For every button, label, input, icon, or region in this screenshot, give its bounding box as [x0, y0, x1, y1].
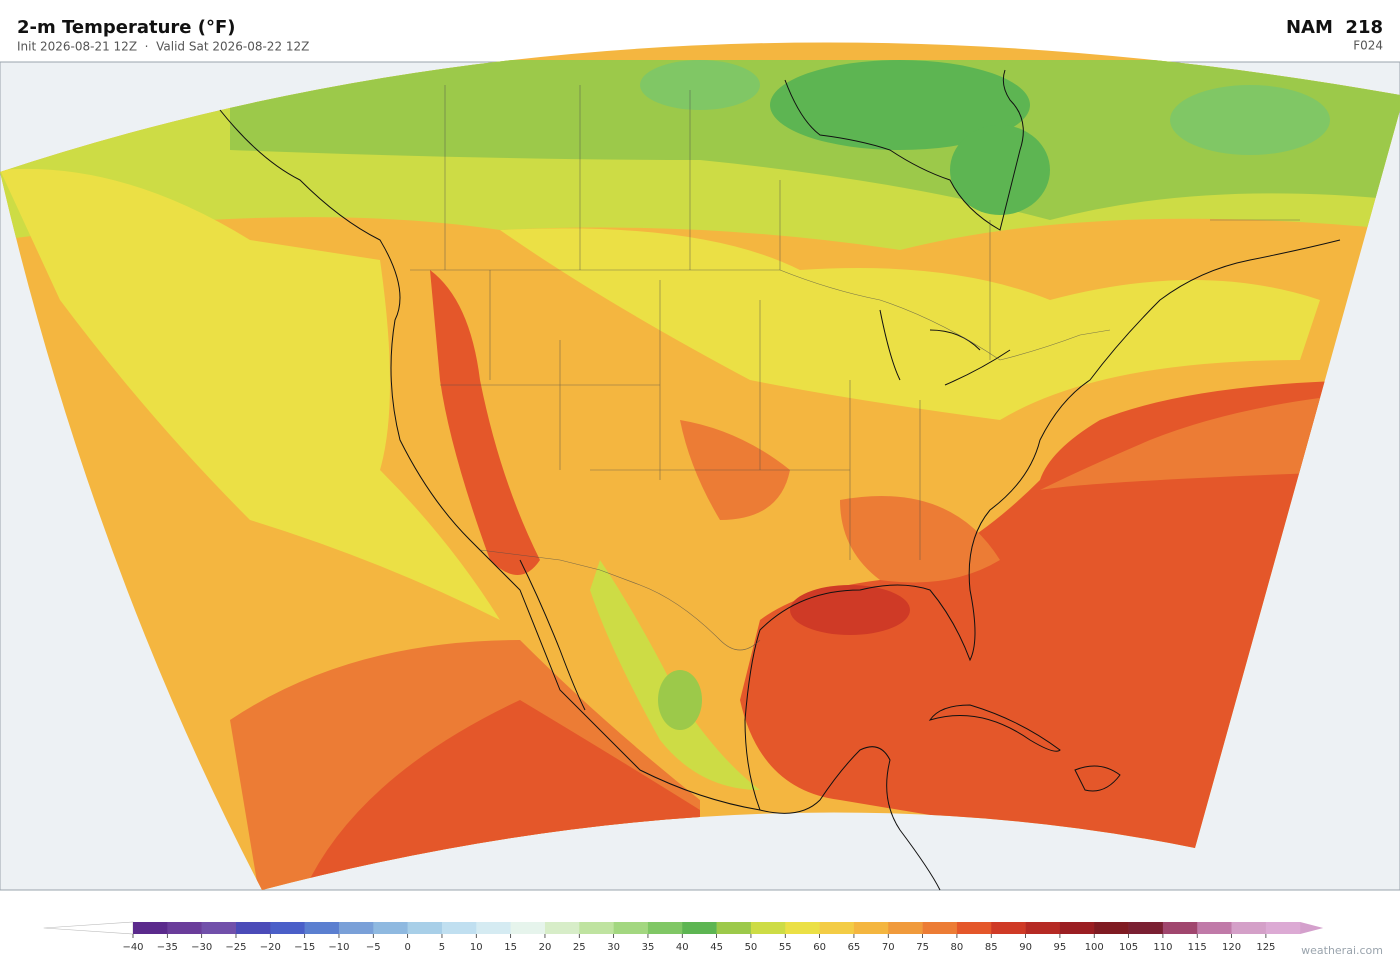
colorbar-segment	[1128, 922, 1164, 934]
colorbar-segment	[270, 922, 305, 934]
colorbar-tick-label: 10	[470, 942, 483, 953]
colorbar-segment	[304, 922, 340, 934]
colorbar: −40 −35 −30 −25 −20 −15 −10 −5 0 5 10 15 20 25 30 35 40 4…	[43, 921, 1324, 953]
colorbar-segment	[785, 922, 820, 934]
colorbar-tick-label: −40	[122, 942, 143, 953]
colorbar-tick-label: 60	[813, 942, 826, 953]
colorbar-segment	[1094, 922, 1129, 934]
colorbar-tick-label: 20	[539, 942, 552, 953]
colorbar-tick-label: 85	[985, 942, 998, 953]
colorbar-tick-label: 5	[439, 942, 445, 953]
colorbar-segment	[956, 922, 992, 934]
map-subtitle: Init 2026-08-21 12Z · Valid Sat 2026-08-…	[17, 40, 309, 54]
colorbar-segment	[235, 922, 271, 934]
colorbar-segment	[338, 922, 374, 934]
colorbar-segment	[819, 922, 855, 934]
colorbar-tick-label: 0	[404, 942, 410, 953]
colorbar-tick-label: 30	[607, 942, 620, 953]
colorbar-tick-label: 95	[1054, 942, 1067, 953]
colorbar-segment	[579, 922, 614, 934]
colorbar-segment	[682, 922, 717, 934]
model-name: NAM 218	[1286, 17, 1383, 38]
coastlines	[219, 69, 1341, 891]
colorbar-segment	[441, 922, 477, 934]
colorbar-tick-label: −30	[191, 942, 212, 953]
colorbar-tick-label: 70	[882, 942, 895, 953]
colorbar-segment	[373, 922, 408, 934]
colorbar-tick-label: −25	[225, 942, 246, 953]
colorbar-segment	[544, 922, 580, 934]
colorbar-segment	[613, 922, 649, 934]
borders	[410, 85, 1300, 651]
colorbar-segment	[1025, 922, 1061, 934]
colorbar-segment	[888, 922, 923, 934]
colorbar-tick-label: 15	[504, 942, 517, 953]
colorbar-tick-label: 115	[1188, 942, 1207, 953]
colorbar-tick-label: 40	[676, 942, 689, 953]
colorbar-tick-label: −35	[157, 942, 178, 953]
colorbar-over	[1300, 922, 1324, 934]
colorbar-tick-label: 105	[1119, 942, 1138, 953]
colorbar-tick-label: 125	[1256, 942, 1275, 953]
colorbar-tick-label: 45	[710, 942, 723, 953]
colorbar-segment	[922, 922, 958, 934]
credit: weatherai.com	[1301, 944, 1383, 957]
forecast-hour: F024	[1353, 39, 1383, 53]
colorbar-tick-label: −20	[260, 942, 281, 953]
colorbar-segment	[647, 922, 683, 934]
colorbar-segment	[1197, 922, 1232, 934]
colorbar-under	[43, 921, 134, 935]
colorbar-tick-label: 90	[1019, 942, 1032, 953]
colorbar-tick-label: 100	[1085, 942, 1104, 953]
colorbar-tick-label: 80	[951, 942, 964, 953]
colorbar-segment	[1231, 922, 1267, 934]
colorbar-tick-label: −15	[294, 942, 315, 953]
colorbar-tick-label: 35	[642, 942, 655, 953]
colorbar-tick-label: 110	[1153, 942, 1172, 953]
colorbar-tick-label: 75	[916, 942, 929, 953]
colorbar-segment	[510, 922, 546, 934]
colorbar-segment	[476, 922, 511, 934]
colorbar-segment	[201, 922, 237, 934]
colorbar-segment	[407, 922, 443, 934]
colorbar-tick-label: 50	[745, 942, 758, 953]
colorbar-segment	[1162, 922, 1198, 934]
colorbar-segment	[1059, 922, 1095, 934]
map-title: 2-m Temperature (°F)	[17, 17, 236, 38]
colorbar-segment	[167, 922, 202, 934]
colorbar-segment	[750, 922, 786, 934]
colorbar-tick-label: 55	[779, 942, 792, 953]
colorbar-tick-label: 25	[573, 942, 586, 953]
colorbar-tick-label: 120	[1222, 942, 1241, 953]
colorbar-segment	[716, 922, 752, 934]
colorbar-segment	[853, 922, 889, 934]
colorbar-tick-label: −5	[366, 942, 381, 953]
colorbar-tick-label: 65	[848, 942, 861, 953]
colorbar-segment	[133, 922, 168, 934]
colorbar-segment	[991, 922, 1026, 934]
colorbar-tick-label: −10	[328, 942, 349, 953]
colorbar-segment	[1265, 922, 1301, 934]
